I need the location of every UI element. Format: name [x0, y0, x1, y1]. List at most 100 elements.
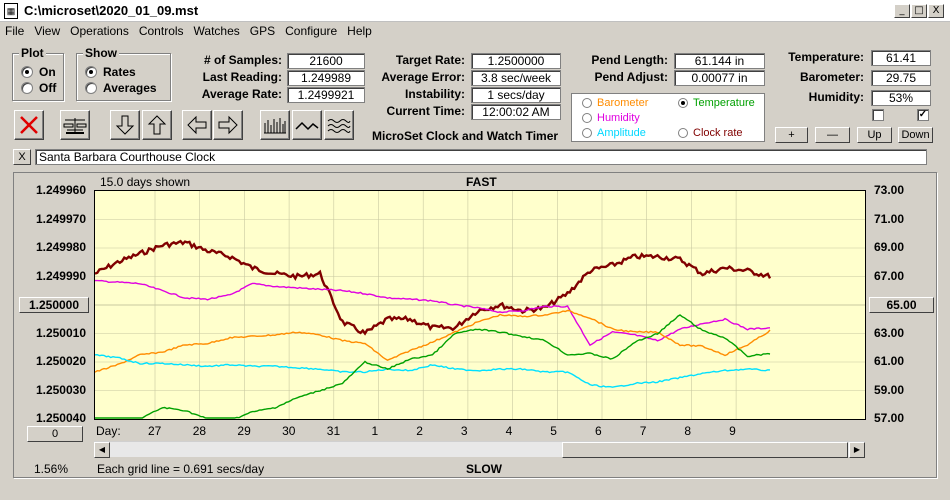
x-tick-label: 5 — [550, 424, 557, 438]
menu-configure[interactable]: Configure — [285, 24, 338, 38]
menu-view[interactable]: View — [34, 24, 61, 38]
center-rate-button[interactable]: 1.250000 — [19, 297, 89, 313]
radio-icon — [85, 82, 97, 94]
plot-area — [94, 190, 866, 420]
left-tick-label: 1.250040 — [35, 411, 86, 425]
days-shown-label: 15.0 days shown — [100, 175, 191, 189]
target-rate-field[interactable]: 1.2500000 — [471, 53, 561, 69]
plot-off-radio[interactable]: Off — [21, 81, 56, 95]
current-time-field: 12:00:02 AM — [471, 104, 561, 120]
right-tick-label: 61.00 — [874, 354, 905, 368]
minus-button[interactable]: — — [815, 127, 850, 143]
plot-on-label: On — [39, 65, 56, 79]
temperature-field: 61.41 — [871, 50, 931, 66]
bar-graph-button[interactable] — [260, 110, 290, 140]
series-line-amplitude — [95, 353, 771, 388]
left-tick-label: 1.249960 — [35, 183, 86, 197]
show-rates-label: Rates — [103, 65, 136, 79]
pend-length-label: Pend Length: — [591, 53, 668, 67]
line-graph-icon — [295, 121, 319, 131]
legend-barometer[interactable]: Barometer — [582, 97, 648, 109]
series-line-barometer — [95, 309, 771, 373]
plot-on-radio[interactable]: On — [21, 65, 56, 79]
radio-icon — [678, 128, 688, 138]
menu-file[interactable]: File — [5, 24, 25, 38]
wave-graph-button[interactable] — [324, 110, 354, 140]
chart-frame — [13, 172, 937, 478]
pend-adjust-field: 0.00077 in — [674, 70, 765, 86]
plus-button[interactable]: + — [775, 127, 808, 143]
left-tick-label: 1.249970 — [35, 211, 86, 226]
legend-clock-rate[interactable]: Clock rate — [678, 127, 743, 139]
x-tick-label: 9 — [729, 424, 736, 438]
radio-icon — [582, 113, 592, 123]
humidity-label: Humidity: — [808, 90, 864, 104]
radio-icon — [582, 128, 592, 138]
legend-amplitude[interactable]: Amplitude — [582, 127, 646, 139]
minimize-button[interactable]: _ — [894, 4, 910, 18]
pend-length-field[interactable]: 61.144 in — [674, 53, 765, 69]
bar-graph-icon — [264, 118, 286, 134]
balance-button[interactable] — [60, 110, 90, 140]
legend-temperature[interactable]: Temperature — [678, 97, 755, 109]
clock-name-input[interactable]: Santa Barbara Courthouse Clock — [35, 149, 927, 165]
stop-button[interactable] — [14, 110, 44, 140]
menu-gps[interactable]: GPS — [249, 24, 276, 38]
rate-up-button[interactable] — [142, 110, 172, 140]
legend-amplitude-label: Amplitude — [597, 127, 646, 139]
barometer-field: 29.75 — [871, 70, 931, 86]
right-tick-label: 69.00 — [874, 240, 905, 254]
clear-name-button[interactable]: X — [13, 149, 31, 165]
last-reading-label: Last Reading: — [202, 70, 282, 84]
menu-bar: File View Operations Controls Watches GPS Conf… — [0, 23, 950, 41]
x-tick-label: 31 — [326, 424, 341, 438]
legend-humidity[interactable]: Humidity — [582, 112, 640, 124]
scroll-right-button[interactable] — [213, 110, 243, 140]
center-value-button[interactable]: 65.00 — [869, 297, 934, 313]
up-button[interactable]: Up — [857, 127, 892, 143]
show-rates-radio[interactable]: Rates — [85, 65, 136, 79]
show-group: Show Rates Averages — [76, 46, 171, 101]
rate-down-button[interactable] — [110, 110, 140, 140]
chart-svg — [95, 191, 865, 419]
checkbox-checked[interactable]: ✓ — [917, 109, 929, 121]
last-reading-field: 1.249989 — [287, 70, 365, 86]
arrow-left-icon — [187, 115, 207, 135]
average-error-field: 3.8 sec/week — [471, 70, 561, 86]
app-icon: ▦ — [4, 3, 18, 19]
left-tick-label: 1.250030 — [35, 382, 86, 397]
scroll-left-button[interactable] — [182, 110, 212, 140]
menu-help[interactable]: Help — [347, 24, 372, 38]
app-caption: MicroSet Clock and Watch Timer — [372, 129, 559, 143]
percent-label: 1.56% — [34, 462, 69, 476]
arrow-up-icon — [147, 115, 167, 135]
horizontal-scrollbar[interactable]: ◀ ▶ — [94, 441, 865, 458]
zero-button[interactable]: 0 — [27, 426, 83, 442]
scroll-right-arrow-icon[interactable]: ▶ — [849, 442, 865, 458]
scroll-left-arrow-icon[interactable]: ◀ — [94, 442, 110, 458]
close-red-x-icon — [20, 116, 38, 134]
x-tick-label: 27 — [148, 424, 162, 438]
fast-label: FAST — [466, 175, 497, 189]
down-button[interactable]: Down — [898, 127, 933, 143]
maximize-button[interactable]: □ — [911, 4, 927, 18]
scrollbar-thumb[interactable] — [562, 442, 848, 458]
checkbox-unchecked[interactable] — [872, 109, 884, 121]
barometer-label: Barometer: — [799, 70, 864, 84]
temperature-label: Temperature: — [788, 50, 864, 64]
samples-field: 21600 — [287, 53, 365, 69]
series-line-temperature — [95, 314, 771, 419]
close-window-button[interactable]: X — [928, 4, 944, 18]
show-averages-radio[interactable]: Averages — [85, 81, 157, 95]
show-averages-label: Averages — [103, 81, 157, 95]
arrow-down-icon — [115, 115, 135, 135]
x-tick-label: 4 — [505, 424, 513, 438]
left-tick-label: 1.250010 — [35, 325, 86, 340]
menu-controls[interactable]: Controls — [138, 24, 184, 38]
menu-operations[interactable]: Operations — [70, 24, 129, 38]
menu-watches[interactable]: Watches — [193, 24, 240, 38]
plot-group-title: Plot — [19, 46, 46, 60]
line-graph-button[interactable] — [292, 110, 322, 140]
grid-note: Each grid line = 0.691 secs/day — [97, 462, 265, 476]
x-tick-label: 2 — [416, 424, 423, 438]
